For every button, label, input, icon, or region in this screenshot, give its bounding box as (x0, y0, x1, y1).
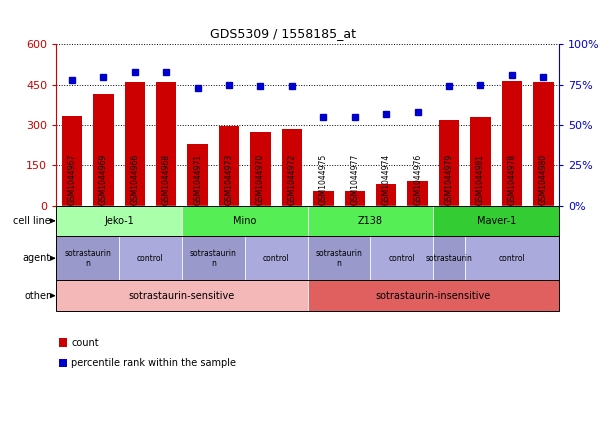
Bar (251, 132, 271, 206)
Text: GSM1044971: GSM1044971 (193, 154, 202, 205)
Bar (533, 82, 554, 206)
Text: cell line: cell line (13, 216, 51, 226)
Text: percentile rank within the sample: percentile rank within the sample (71, 358, 236, 368)
Text: other: other (24, 291, 51, 301)
Text: GSM1044974: GSM1044974 (382, 154, 390, 205)
Text: control: control (263, 254, 290, 263)
Text: GSM1044980: GSM1044980 (539, 154, 548, 205)
Text: agent: agent (23, 253, 51, 263)
Text: control: control (499, 254, 525, 263)
Text: sotrastaurin
n: sotrastaurin n (316, 249, 362, 268)
Text: sotrastaurin
n: sotrastaurin n (64, 249, 111, 268)
Bar (282, 129, 302, 206)
Bar (219, 126, 240, 206)
Text: Jeko-1: Jeko-1 (104, 216, 134, 226)
Bar (439, 120, 459, 206)
Text: Mino: Mino (233, 216, 257, 226)
Text: GSM1044972: GSM1044972 (287, 154, 296, 205)
Text: control: control (389, 254, 415, 263)
Text: count: count (71, 338, 99, 348)
Text: sotrastaurin-insensitive: sotrastaurin-insensitive (376, 291, 491, 301)
Text: GSM1044973: GSM1044973 (225, 154, 233, 205)
Text: GSM1044970: GSM1044970 (256, 154, 265, 205)
Text: GSM1044977: GSM1044977 (350, 154, 359, 205)
Text: GSM1044969: GSM1044969 (99, 154, 108, 205)
Text: GSM1044966: GSM1044966 (130, 154, 139, 205)
Bar (408, 181, 428, 206)
Bar (62, 115, 82, 206)
Text: GSM1044976: GSM1044976 (413, 154, 422, 205)
Bar (156, 82, 177, 206)
Bar (376, 184, 397, 206)
Text: control: control (137, 254, 164, 263)
Text: GSM1044981: GSM1044981 (476, 154, 485, 205)
Text: GDS5309 / 1558185_at: GDS5309 / 1558185_at (210, 27, 356, 40)
Text: Z138: Z138 (358, 216, 383, 226)
Text: GSM1044975: GSM1044975 (319, 154, 328, 205)
Bar (502, 81, 522, 206)
Text: sotrastaurin: sotrastaurin (426, 254, 472, 263)
Text: sotrastaurin
n: sotrastaurin n (190, 249, 237, 268)
Bar (313, 191, 334, 206)
Text: GSM1044968: GSM1044968 (162, 154, 170, 205)
Text: Maver-1: Maver-1 (477, 216, 516, 226)
Bar (125, 82, 145, 206)
Bar (470, 117, 491, 206)
Bar (345, 191, 365, 206)
Text: GSM1044978: GSM1044978 (507, 154, 516, 205)
Bar (188, 144, 208, 206)
Bar (93, 94, 114, 206)
Text: GSM1044967: GSM1044967 (67, 154, 76, 205)
Text: GSM1044979: GSM1044979 (445, 154, 453, 205)
Text: sotrastaurin-sensitive: sotrastaurin-sensitive (129, 291, 235, 301)
